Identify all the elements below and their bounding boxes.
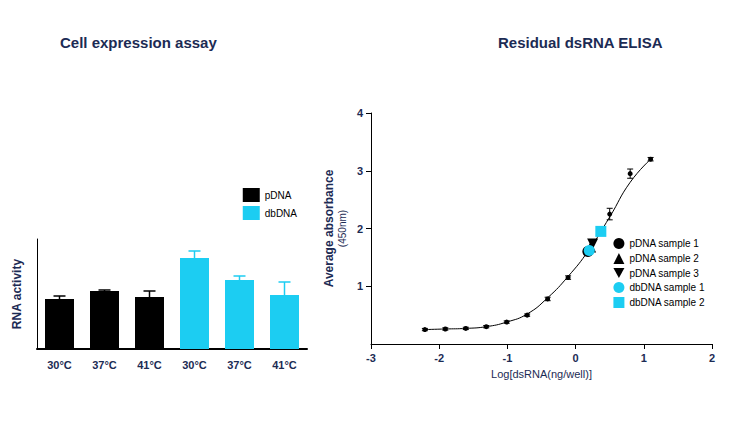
svg-text:dbDNA sample 2: dbDNA sample 2 [629, 297, 704, 308]
svg-text:pDNA sample 2: pDNA sample 2 [629, 253, 699, 264]
svg-text:-1: -1 [503, 352, 513, 364]
svg-text:-3: -3 [366, 352, 376, 364]
svg-text:dbDNA: dbDNA [265, 208, 298, 219]
svg-text:41°C: 41°C [137, 359, 162, 371]
svg-text:30°C: 30°C [47, 359, 72, 371]
svg-text:2: 2 [709, 352, 715, 364]
svg-text:Average absorbance: Average absorbance [322, 169, 336, 287]
svg-text:1: 1 [357, 280, 363, 292]
svg-text:pDNA sample 1: pDNA sample 1 [629, 238, 699, 249]
svg-text:Cell expression assay: Cell expression assay [60, 34, 217, 51]
svg-text:-2: -2 [434, 352, 444, 364]
svg-text:4: 4 [357, 107, 364, 119]
svg-text:Log[dsRNA(ng/well)]: Log[dsRNA(ng/well)] [491, 368, 592, 380]
svg-text:41°C: 41°C [272, 359, 297, 371]
svg-text:dbDNA sample 1: dbDNA sample 1 [629, 282, 704, 293]
svg-text:1: 1 [641, 352, 647, 364]
svg-text:Residual dsRNA ELISA: Residual dsRNA ELISA [498, 34, 663, 51]
svg-text:30°C: 30°C [182, 359, 207, 371]
svg-text:37°C: 37°C [92, 359, 117, 371]
svg-text:(450nm): (450nm) [337, 210, 348, 247]
svg-text:pDNA: pDNA [265, 190, 292, 201]
svg-text:37°C: 37°C [227, 359, 252, 371]
svg-text:pDNA sample 3: pDNA sample 3 [629, 268, 699, 279]
svg-text:RNA activity: RNA activity [10, 259, 24, 330]
svg-text:2: 2 [357, 223, 363, 235]
svg-text:3: 3 [357, 165, 363, 177]
svg-text:0: 0 [573, 352, 579, 364]
